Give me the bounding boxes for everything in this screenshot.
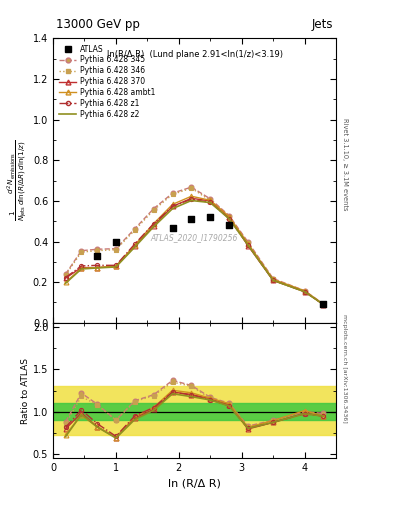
Text: mcplots.cern.ch [arXiv:1306.3436]: mcplots.cern.ch [arXiv:1306.3436] xyxy=(342,314,347,423)
Point xyxy=(94,252,100,260)
X-axis label: ln (R/Δ R): ln (R/Δ R) xyxy=(168,479,221,488)
Point xyxy=(188,215,195,223)
Point xyxy=(207,213,213,221)
Point xyxy=(113,238,119,246)
Text: Jets: Jets xyxy=(312,18,333,31)
Point xyxy=(169,224,176,232)
Text: ATLAS_2020_I1790256: ATLAS_2020_I1790256 xyxy=(151,233,238,242)
Text: 13000 GeV pp: 13000 GeV pp xyxy=(56,18,140,31)
Y-axis label: Ratio to ATLAS: Ratio to ATLAS xyxy=(21,357,30,423)
Text: Rivet 3.1.10, ≥ 3.1M events: Rivet 3.1.10, ≥ 3.1M events xyxy=(342,118,348,210)
Bar xyxy=(53,386,336,435)
Text: ln(R/Δ R)  (Lund plane 2.91<ln(1/z)<3.19): ln(R/Δ R) (Lund plane 2.91<ln(1/z)<3.19) xyxy=(107,50,283,59)
Y-axis label: $\frac{1}{N_\mathrm{jets}}\frac{d^2\,N_\mathrm{emissions}}{d\ln(R/\Delta R)\,d\l: $\frac{1}{N_\mathrm{jets}}\frac{d^2\,N_\… xyxy=(5,140,29,221)
Bar xyxy=(53,403,336,420)
Point xyxy=(226,221,232,229)
Point xyxy=(320,300,327,308)
Legend: ATLAS, Pythia 6.428 345, Pythia 6.428 346, Pythia 6.428 370, Pythia 6.428 ambt1,: ATLAS, Pythia 6.428 345, Pythia 6.428 34… xyxy=(56,41,158,122)
